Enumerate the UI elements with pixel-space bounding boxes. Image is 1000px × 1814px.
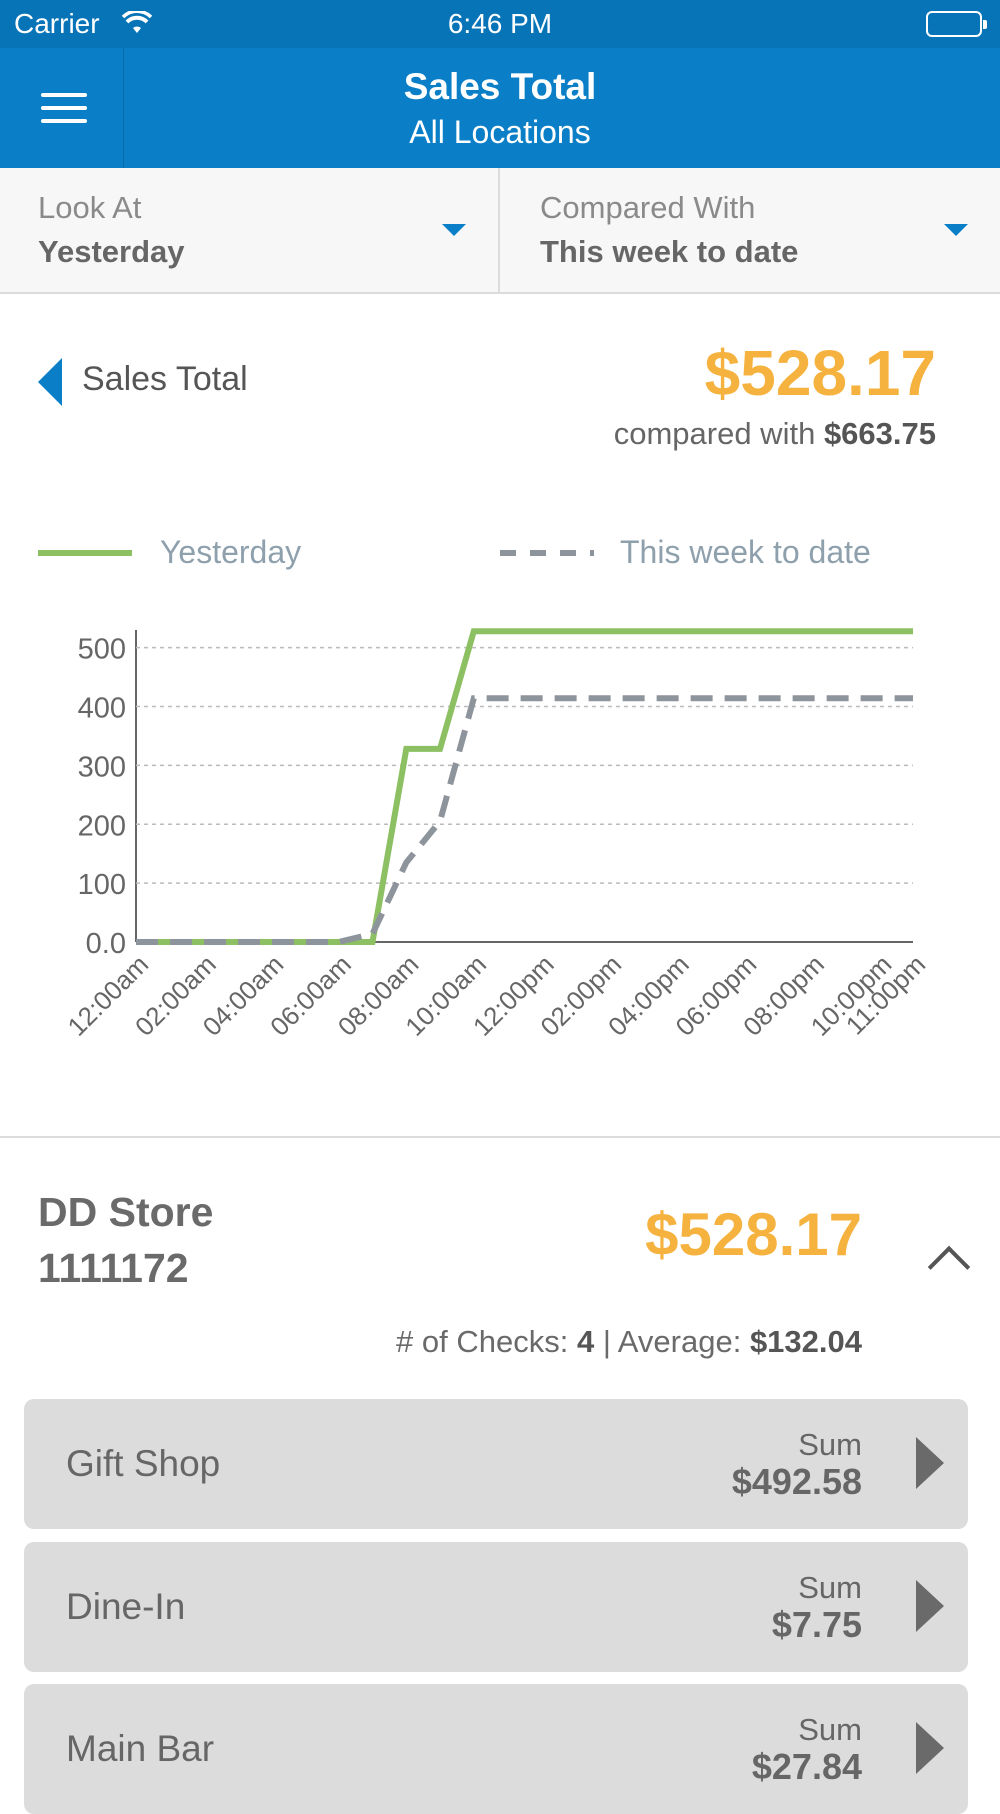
nav-bar: Sales Total All Locations xyxy=(0,48,1000,168)
page-subtitle: All Locations xyxy=(409,114,591,150)
location-name: Main Bar xyxy=(66,1728,215,1769)
look-at-value: Yesterday xyxy=(38,234,185,269)
arrow-right-icon xyxy=(916,1580,944,1632)
legend-label-yesterday: Yesterday xyxy=(160,534,302,570)
look-at-dropdown[interactable]: Look At Yesterday xyxy=(0,168,500,292)
chevron-up-icon[interactable] xyxy=(927,1245,971,1289)
compared-value: $663.75 xyxy=(823,416,936,451)
compared-with-text: compared with $663.75 xyxy=(614,416,936,452)
battery-icon xyxy=(926,11,987,37)
series-line-yesterday xyxy=(136,628,913,945)
average-label: Average: xyxy=(617,1324,742,1359)
caret-down-icon xyxy=(442,224,466,236)
clock: 6:46 PM xyxy=(447,8,553,39)
arrow-right-icon xyxy=(916,1437,944,1489)
hamburger-menu-button[interactable] xyxy=(0,48,124,168)
carrier-label: Carrier xyxy=(14,8,100,39)
legend-label-week: This week to date xyxy=(620,534,871,570)
y-tick-label: 0.0 xyxy=(86,928,126,960)
legend-swatch-week xyxy=(500,550,594,556)
y-tick-label: 500 xyxy=(78,634,126,666)
sum-label: Sum xyxy=(798,1712,862,1747)
y-tick-label: 200 xyxy=(78,810,126,842)
caret-down-icon xyxy=(944,224,968,236)
sum-value: $492.58 xyxy=(731,1461,862,1502)
sales-line-chart: 0.0 100 200 300 400 500 12:00am 02:00am 04:00am 0… xyxy=(0,600,1000,1070)
checks-label: # of Checks: xyxy=(396,1324,569,1359)
location-name: Dine-In xyxy=(66,1586,186,1627)
average-value: $132.04 xyxy=(749,1324,862,1359)
location-card-main-bar[interactable]: Main Bar Sum $27.84 xyxy=(24,1684,968,1814)
legend-swatch-yesterday xyxy=(38,550,132,556)
compared-with-dropdown[interactable]: Compared With This week to date xyxy=(502,168,1000,292)
series-line-this-week-to-date xyxy=(136,695,913,945)
back-arrow-icon[interactable] xyxy=(38,358,62,406)
look-at-label: Look At xyxy=(38,190,142,225)
back-button-label[interactable]: Sales Total xyxy=(82,360,248,398)
location-name: Gift Shop xyxy=(66,1443,221,1484)
store-name-line1: DD Store xyxy=(38,1189,214,1235)
location-card-dine-in[interactable]: Dine-In Sum $7.75 xyxy=(24,1542,968,1672)
summary-section: Sales Total $528.17 compared with $663.7… xyxy=(0,296,1000,506)
section-divider xyxy=(0,1136,1000,1138)
location-card-gift-shop[interactable]: Gift Shop Sum $492.58 xyxy=(24,1399,968,1529)
sum-value: $27.84 xyxy=(751,1746,862,1787)
sales-total-value: $528.17 xyxy=(704,337,936,409)
store-id: 1111172 xyxy=(38,1245,189,1291)
y-tick-label: 400 xyxy=(78,693,126,725)
y-tick-label: 100 xyxy=(78,869,126,901)
stats-separator: | xyxy=(602,1324,611,1359)
wifi-icon xyxy=(121,9,153,42)
store-summary: DD Store 1111172 $528.17 # of Checks: 4 … xyxy=(0,1170,1000,1370)
compared-prefix: compared with xyxy=(613,416,816,451)
checks-value: 4 xyxy=(576,1324,595,1359)
arrow-right-icon xyxy=(916,1722,944,1774)
compared-with-value: This week to date xyxy=(540,234,799,269)
filter-bar: Look At Yesterday Compared With This wee… xyxy=(0,168,1000,294)
sum-label: Sum xyxy=(798,1570,862,1605)
status-bar: Carrier 6:46 PM xyxy=(0,0,1000,48)
chart-legend: Yesterday This week to date xyxy=(0,530,1000,590)
chart-svg: 0.010020030040050012:00am02:00am04:00am0… xyxy=(61,628,931,1042)
store-stats: # of Checks: 4 | Average: $132.04 xyxy=(396,1324,862,1360)
page-title: Sales Total xyxy=(403,66,597,107)
store-name: DD Store 1111172 xyxy=(38,1184,213,1296)
compared-with-label: Compared With xyxy=(540,190,756,225)
sum-label: Sum xyxy=(798,1427,862,1462)
store-total: $528.17 xyxy=(645,1201,862,1268)
sum-value: $7.75 xyxy=(771,1604,862,1645)
y-tick-label: 300 xyxy=(78,751,126,783)
